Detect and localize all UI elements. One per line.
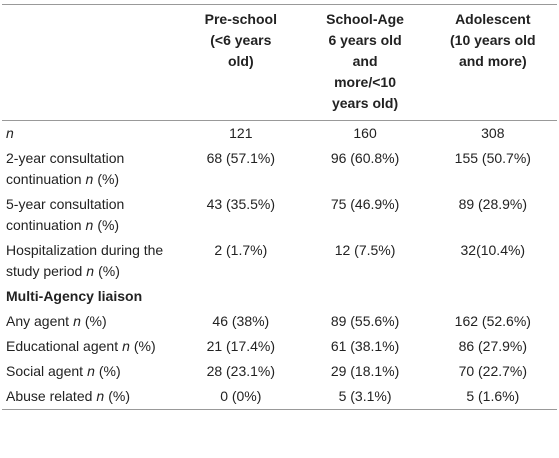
- header-line: School-Age: [326, 11, 404, 27]
- cell-value: 21 (17.4%): [206, 338, 276, 354]
- label-text: Social agent: [6, 363, 84, 379]
- label-unit: (%): [98, 263, 120, 279]
- header-line: years old): [331, 95, 399, 111]
- table-row: Educational agent n (%) 21 (17.4%) 61 (38.1%…: [2, 334, 557, 359]
- cell-value: 162 (52.6%): [454, 313, 531, 329]
- header-line: (<6 years: [210, 32, 272, 48]
- table-header: Pre-school (<6 years old) School-Age 6 years…: [2, 4, 557, 121]
- header-blank: [2, 5, 180, 121]
- header-line: old): [227, 53, 254, 69]
- label-stat: n: [73, 313, 81, 329]
- cell-value: 29 (18.1%): [330, 363, 400, 379]
- label-text: 5-year consultation continuation: [6, 196, 125, 233]
- column-header: Pre-school (<6 years old): [180, 5, 301, 121]
- label-unit: (%): [98, 363, 121, 379]
- table-body: n 121 160 308 2-year consultation continuati…: [2, 121, 557, 410]
- label-text: Hospitalization during the study period: [6, 242, 164, 279]
- cell-value: 89 (55.6%): [330, 313, 400, 329]
- table-row: 2-year consultation continuation n (%) 68 (…: [2, 146, 557, 192]
- cell-value: 121: [229, 125, 253, 141]
- cell-value: 43 (35.5%): [206, 196, 276, 212]
- table-row: Hospitalization during the study period n…: [2, 238, 557, 284]
- label-stat: n: [122, 338, 130, 354]
- cell-value: 160: [353, 125, 377, 141]
- cell-value: 5 (3.1%): [338, 388, 392, 404]
- label-stat: n: [85, 171, 94, 187]
- header-line: Adolescent: [455, 11, 531, 27]
- cell-value: 308: [481, 125, 505, 141]
- table-row: Multi-Agency liaison: [2, 284, 557, 309]
- cell-value: 68 (57.1%): [206, 150, 276, 166]
- label-text: Any agent: [6, 313, 70, 329]
- cell-value: 96 (60.8%): [330, 150, 400, 166]
- header-line: Pre-school: [204, 11, 277, 27]
- label-stat: n: [96, 388, 105, 404]
- cell-value: 12 (7.5%): [334, 242, 396, 258]
- row-label: Abuse related n (%): [2, 384, 180, 410]
- row-label: Social agent n (%): [2, 359, 180, 384]
- page: Pre-school (<6 years old) School-Age 6 years…: [0, 4, 559, 458]
- row-label: Any agent n (%): [2, 309, 180, 334]
- label-unit: (%): [108, 388, 130, 404]
- cell-value: 61 (38.1%): [330, 338, 400, 354]
- column-header: Adolescent (10 years old and more): [429, 5, 557, 121]
- row-label: Hospitalization during the study period n…: [2, 238, 180, 284]
- cell-value: 89 (28.9%): [458, 196, 528, 212]
- label-stat: n: [85, 217, 94, 233]
- header-line: more/<10: [334, 74, 396, 90]
- cell-value: 5 (1.6%): [466, 388, 520, 404]
- row-label: Educational agent n (%): [2, 334, 180, 359]
- cell-value: 75 (46.9%): [330, 196, 400, 212]
- header-line: 6 years old: [328, 32, 402, 48]
- cell-value: 32(10.4%): [460, 242, 526, 258]
- label-unit: (%): [97, 217, 120, 233]
- label-stat: n: [86, 263, 95, 279]
- cell-value: 46 (38%): [212, 313, 270, 329]
- label-text: 2-year consultation continuation: [6, 150, 125, 187]
- header-line: and more): [458, 53, 527, 69]
- row-label: n: [2, 121, 180, 147]
- header-line: and: [352, 53, 378, 69]
- cell-value: 28 (23.1%): [206, 363, 276, 379]
- header-line: (10 years old: [450, 32, 536, 48]
- section-label: Multi-Agency liaison: [6, 288, 143, 304]
- label-text: Abuse related: [6, 388, 93, 404]
- cell-value: 70 (22.7%): [458, 363, 528, 379]
- label-unit: (%): [133, 338, 156, 354]
- cell-value: 86 (27.9%): [458, 338, 528, 354]
- column-header: School-Age 6 years old and more/<10 years ol…: [302, 5, 429, 121]
- label-text: Educational agent: [6, 338, 119, 354]
- cell-value: 155 (50.7%): [454, 150, 531, 166]
- label-stat: n: [87, 363, 95, 379]
- table-row: Any agent n (%) 46 (38%) 89 (55.6%) 162 (52.6…: [2, 309, 557, 334]
- cell-value: 0 (0%): [220, 388, 262, 404]
- cell-value: 2 (1.7%): [214, 242, 268, 258]
- header-row: Pre-school (<6 years old) School-Age 6 years…: [2, 4, 557, 121]
- table-row: Abuse related n (%) 0 (0%) 5 (3.1%) 5 (1.6%): [2, 384, 557, 410]
- table-row: 5-year consultation continuation n (%) 43 (…: [2, 192, 557, 238]
- label-unit: (%): [84, 313, 107, 329]
- label-unit: (%): [97, 171, 120, 187]
- label-stat: n: [6, 125, 14, 141]
- row-label: 5-year consultation continuation n (%): [2, 192, 180, 238]
- table-row: n 121 160 308: [2, 121, 557, 147]
- row-label: 2-year consultation continuation n (%): [2, 146, 180, 192]
- table-row: Social agent n (%) 28 (23.1%) 29 (18.1%) 70 (…: [2, 359, 557, 384]
- data-table: Pre-school (<6 years old) School-Age 6 years…: [2, 4, 557, 410]
